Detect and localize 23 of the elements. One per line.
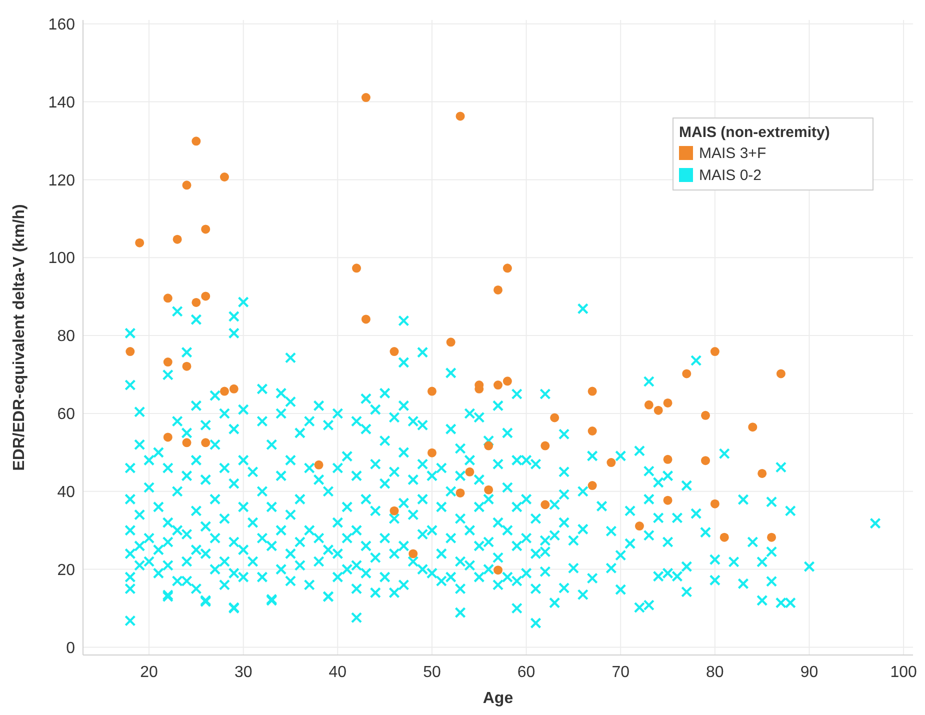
x-tick-label: 20 — [140, 664, 158, 681]
y-tick-label: 140 — [48, 94, 76, 112]
y-tick-label: 0 — [66, 640, 76, 657]
legend-label: MAIS 0-2 — [699, 167, 762, 184]
x-tick-label: 40 — [328, 664, 347, 681]
y-tick-label: 40 — [57, 484, 76, 501]
x-tick-label: 90 — [800, 664, 818, 681]
x-tick-label: 60 — [517, 664, 536, 681]
y-tick-label: 60 — [57, 406, 76, 424]
legend-title: MAIS (non-extremity) — [679, 124, 830, 141]
x-tick-label: 100 — [890, 664, 918, 681]
y-tick-label: 20 — [57, 562, 76, 579]
y-tick-label: 120 — [48, 172, 76, 190]
x-tick-label: 50 — [423, 664, 441, 681]
x-tick-label: 80 — [706, 664, 724, 681]
x-tick-label: 30 — [234, 664, 252, 681]
legend-label: MAIS 3+F — [699, 145, 766, 162]
y-tick-label: 100 — [48, 250, 76, 268]
y-axis-title: EDR/EDR-equivalent delta-V (km/h) — [11, 204, 28, 471]
x-axis-title: Age — [482, 690, 514, 707]
x-tick-label: 70 — [612, 664, 630, 681]
y-tick-label: 80 — [57, 328, 76, 346]
y-tick-label: 160 — [48, 16, 76, 34]
